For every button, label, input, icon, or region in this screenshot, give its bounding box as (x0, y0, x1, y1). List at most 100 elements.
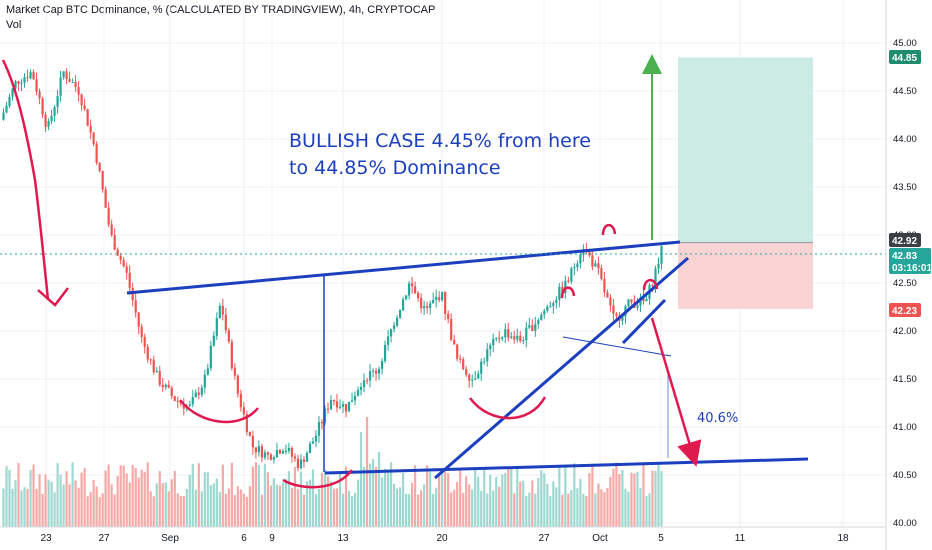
candle-body (368, 371, 372, 381)
candle-body (501, 337, 504, 339)
candle-body (77, 87, 80, 95)
pct-label: 40.6% (697, 411, 738, 426)
current-price-text: 42.83 (892, 251, 917, 262)
y-tick-label: 44.50 (893, 86, 917, 97)
candle-body (432, 300, 435, 304)
x-tick-label: Sep (161, 533, 179, 544)
candle-body (353, 395, 357, 401)
volume-bar (23, 487, 26, 527)
volume-bar (483, 468, 486, 527)
candle-body (149, 359, 152, 361)
volume-bar (8, 469, 11, 527)
candle-body (14, 81, 17, 89)
candle-body (477, 373, 480, 379)
candle-body (462, 359, 465, 370)
y-tick-label: 41.50 (893, 374, 917, 385)
volume-bar (17, 463, 20, 527)
candle-body (630, 299, 633, 303)
volume-bar (314, 494, 318, 527)
volume-bar (395, 488, 399, 527)
volume-bar (257, 465, 260, 527)
candle-body (68, 78, 71, 82)
candle-body (134, 300, 137, 313)
volume-bar (95, 486, 98, 527)
volume-bar (218, 492, 221, 527)
volume-bar (245, 496, 248, 527)
volume-bar (453, 489, 456, 527)
candle-body (272, 457, 276, 460)
candle-body (254, 447, 257, 453)
volume-bar (107, 464, 110, 527)
volume-bar (125, 473, 128, 527)
candle-body (411, 283, 414, 287)
candle-body (522, 340, 525, 342)
candle-body (287, 447, 291, 451)
candle-body (350, 400, 354, 402)
volume-bar (392, 483, 396, 527)
volume-bar (504, 472, 507, 527)
candle-body (636, 305, 639, 308)
candle-body (329, 399, 333, 410)
candle-body (489, 345, 492, 350)
volume-bar (423, 484, 426, 527)
price-axis[interactable]: 45.0044.5044.0043.5043.0042.5042.0041.50… (885, 0, 917, 550)
candle-body (399, 310, 402, 318)
bar-countdown-text: 03:16:01 (892, 263, 932, 274)
time-axis[interactable]: 23 27 Sep 6 9 13 20 27 Oct 5 11 18 (0, 526, 886, 544)
candle-body (549, 306, 552, 308)
candle-body (429, 303, 432, 308)
candle-body (507, 329, 510, 338)
candle-body (269, 454, 273, 460)
candle-body (552, 303, 555, 307)
volume-bar (594, 493, 597, 527)
volume-bar (128, 482, 131, 527)
cup-curve-mid (468, 396, 547, 420)
volume-bar (600, 489, 603, 527)
volume-bar (332, 488, 336, 527)
candle-body (113, 234, 116, 250)
candle-body (486, 349, 489, 362)
candle-body (74, 81, 77, 88)
candle-body (47, 121, 50, 127)
candle-body (224, 314, 227, 331)
volume-bar (248, 486, 251, 527)
candle-body (2, 112, 5, 120)
volume-bar (344, 466, 348, 527)
candle-body (158, 370, 161, 385)
volume-bar (465, 476, 468, 527)
current-price-tag: 42.83 03:16:01 (889, 248, 932, 274)
volume-bar (242, 493, 245, 527)
candle-body (308, 443, 312, 453)
volume-bar (567, 493, 570, 527)
candle-body (371, 370, 375, 372)
candle-body (558, 286, 561, 300)
candle-body (459, 358, 462, 360)
candle-body (597, 263, 600, 269)
candle-body (660, 246, 663, 264)
volume-bar (203, 472, 206, 527)
rising-trendline-lower (621, 298, 667, 345)
candle-body (453, 340, 456, 345)
candle-body (239, 393, 242, 408)
bullish-case-line2: to 44.85% Dominance (289, 157, 501, 179)
candle-body (356, 389, 360, 396)
volume-bar (290, 488, 294, 527)
volume-bar (648, 493, 651, 527)
candle-body (627, 299, 630, 307)
candle-body (8, 96, 11, 106)
candle-body (347, 401, 351, 412)
volume-bar (281, 482, 285, 527)
candle-body (95, 143, 98, 164)
y-tick-label: 41.00 (893, 422, 917, 433)
candle-body (594, 263, 597, 267)
volume-bar (230, 462, 233, 527)
volume-bar (660, 471, 663, 527)
candle-body (227, 330, 230, 342)
volume-bar (32, 464, 35, 527)
y-tick-label: 45.00 (893, 38, 917, 49)
volume-bar (167, 491, 170, 527)
volume-bar (287, 471, 291, 527)
volume-bar (65, 471, 68, 527)
stop-price-text: 42.23 (892, 306, 917, 317)
